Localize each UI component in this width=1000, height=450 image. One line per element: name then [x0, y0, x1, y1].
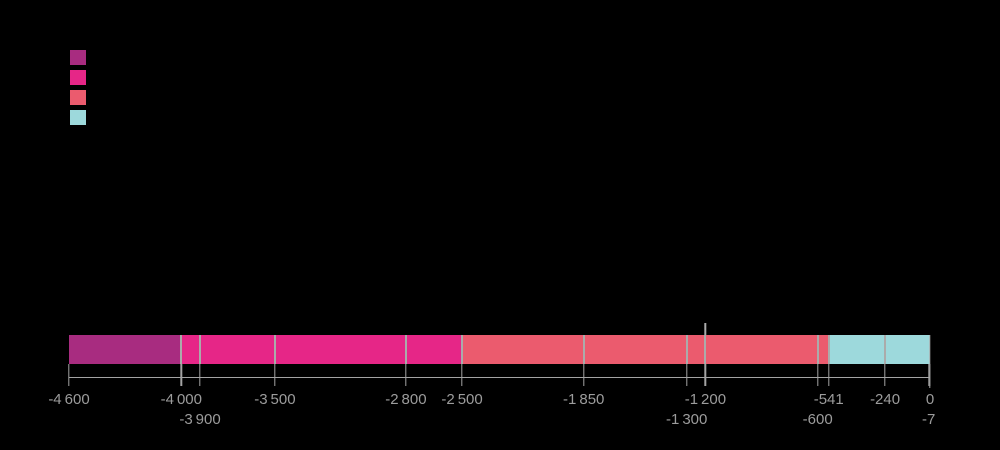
axis-tick [704, 364, 707, 386]
x-axis-line [69, 377, 930, 379]
legend-swatch-4 [70, 110, 86, 125]
axis-tick-label: -7 [922, 411, 936, 428]
segment-divider-line [461, 335, 464, 364]
axis-tick [685, 364, 688, 386]
axis-tick-label: -1 850 [563, 391, 605, 408]
axis-tick [583, 364, 585, 386]
axis-tick-label: -1 300 [665, 411, 708, 428]
timeline-segment-1 [69, 335, 182, 364]
axis-tick [180, 364, 182, 386]
axis-tick [68, 364, 70, 386]
axis-tick-label: -600 [802, 411, 833, 428]
axis-tick [199, 364, 201, 386]
axis-tick-label: -541 [813, 391, 844, 408]
axis-tick-label: -240 [870, 391, 901, 408]
axis-tick-label: -4 600 [48, 391, 90, 408]
segment-divider-line [816, 335, 819, 364]
segment-divider-line [199, 335, 202, 364]
segment-divider-line [884, 335, 887, 364]
axis-tick-label: 0 [925, 391, 935, 408]
segment-divider-line [273, 335, 276, 364]
axis-tick-label: -1 200 [684, 391, 727, 408]
axis-tick [884, 364, 886, 386]
axis-tick [828, 364, 830, 386]
segment-divider-line [827, 335, 830, 364]
segment-divider-line [404, 335, 407, 364]
axis-tick [816, 364, 819, 386]
legend-swatch-3 [70, 90, 86, 105]
timeline-segment-2 [181, 335, 463, 364]
axis-tick-label: -2 500 [441, 391, 483, 408]
axis-tick [461, 364, 463, 386]
annotation-leader-line [929, 335, 931, 388]
axis-tick [274, 364, 276, 386]
axis-tick-label: -2 800 [385, 391, 427, 408]
segment-divider-line [704, 335, 707, 364]
axis-tick-label: -4 000 [160, 391, 202, 408]
annotation-leader-line [704, 323, 707, 335]
axis-tick-label: -3 500 [254, 391, 296, 408]
legend-swatch-1 [70, 50, 86, 65]
segment-divider-line [180, 335, 183, 364]
axis-tick [405, 364, 407, 386]
segment-divider-line [685, 335, 688, 364]
segment-divider-line [582, 335, 585, 364]
timeline-segment-3 [462, 335, 829, 364]
legend-swatch-2 [70, 70, 86, 85]
axis-tick-label: -3 900 [179, 411, 221, 428]
axis-tick [927, 364, 930, 386]
timeline-segment-4 [828, 335, 930, 364]
